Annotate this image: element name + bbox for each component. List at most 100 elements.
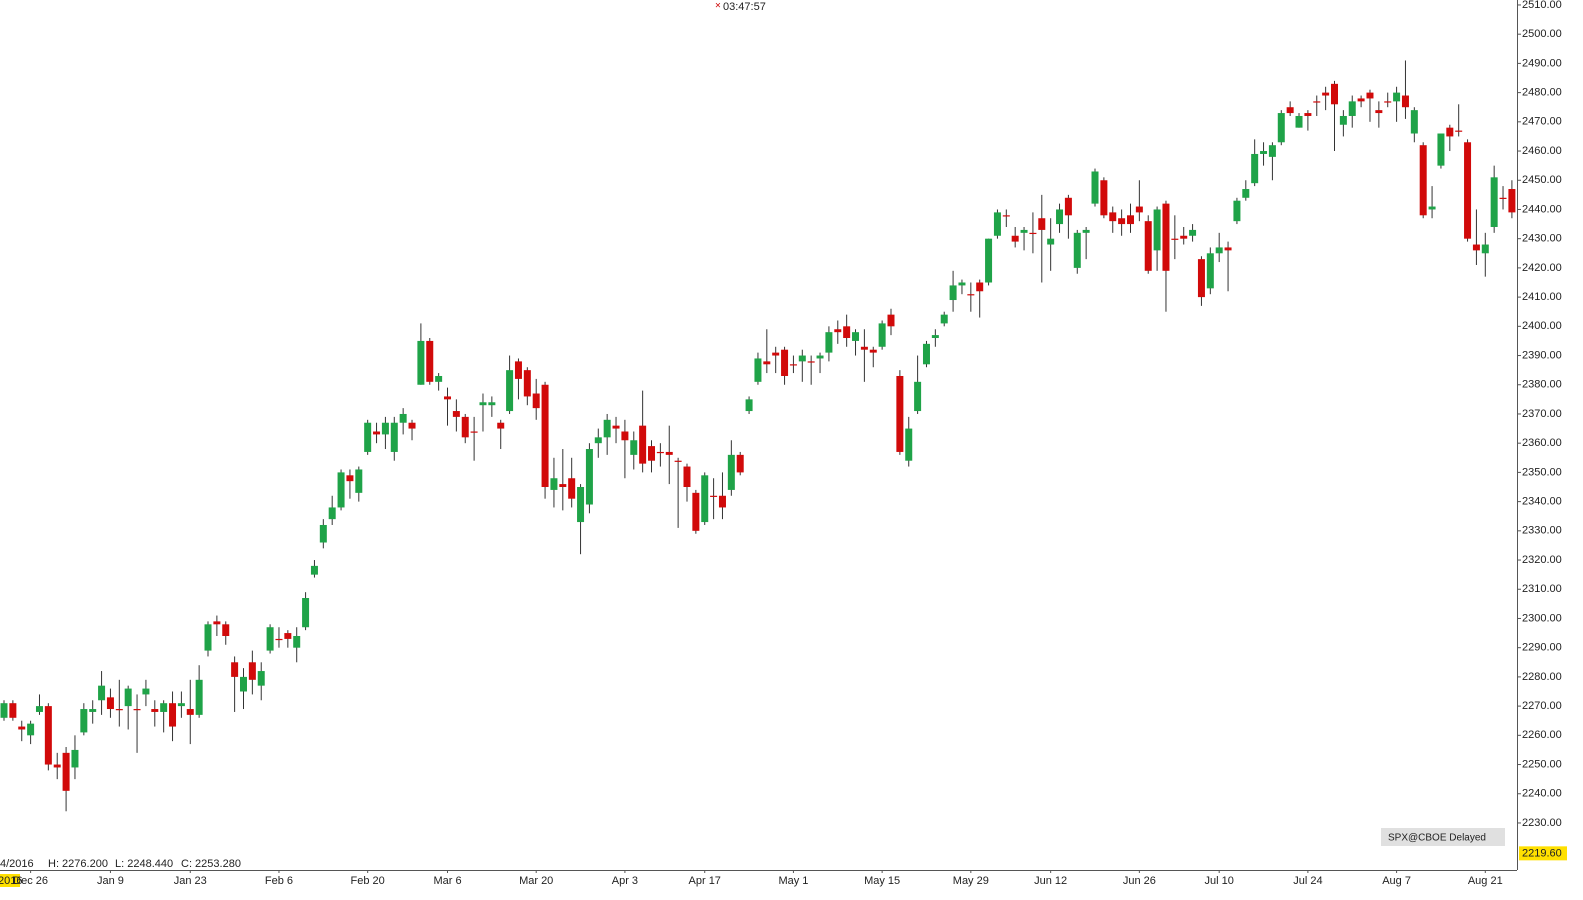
y-tick-label: 2260.00	[1522, 729, 1562, 741]
candle-body	[1472, 244, 1480, 251]
y-tick-label: 2230.00	[1522, 817, 1562, 829]
candle-body	[248, 662, 256, 680]
y-tick-label: 2420.00	[1522, 262, 1562, 274]
candle-body	[151, 709, 159, 712]
candle-body	[559, 484, 567, 488]
candle-body	[949, 285, 957, 301]
y-tick-label: 2390.00	[1522, 349, 1562, 361]
candle-body	[834, 329, 842, 333]
y-tick-label: 2320.00	[1522, 554, 1562, 566]
candle-body	[328, 507, 336, 520]
candle-body	[452, 411, 460, 417]
candle-body	[1197, 259, 1205, 298]
badge: SPX@CBOE Delayed	[1388, 833, 1486, 844]
candle-body	[1056, 209, 1064, 225]
candle-body	[204, 624, 212, 651]
candle-body	[89, 709, 97, 712]
candle-body	[266, 627, 274, 651]
x-tick-label: Dec 26	[13, 875, 48, 887]
candle-body	[914, 381, 922, 412]
candle-body	[648, 446, 656, 461]
x-tick-label: Aug 21	[1468, 875, 1503, 887]
candle-body	[1366, 92, 1374, 99]
y-tick-label: 2280.00	[1522, 671, 1562, 683]
candle-body	[1224, 247, 1232, 251]
candle-body	[1277, 113, 1285, 143]
candle-body	[1029, 232, 1037, 235]
candle-body	[585, 449, 593, 505]
candle-body	[53, 764, 61, 768]
candle-body	[816, 355, 824, 359]
candle-body	[98, 685, 106, 701]
x-tick-label: Jun 26	[1123, 875, 1156, 887]
x-tick-label: Apr 17	[689, 875, 721, 887]
candle-body	[1375, 110, 1383, 114]
candle-body	[745, 399, 753, 412]
candle-body	[1446, 127, 1454, 137]
candle-body	[71, 749, 79, 768]
candle-body	[1322, 92, 1330, 96]
y-tick-label: 2500.00	[1522, 28, 1562, 40]
candle-body	[373, 431, 381, 435]
info-low: L: 2248.440	[115, 858, 173, 870]
candle-body	[789, 364, 797, 366]
candle-body	[1091, 171, 1099, 204]
candle-body	[1242, 189, 1250, 198]
x-tick-label: May 1	[778, 875, 808, 887]
candle-body	[860, 346, 868, 350]
candle-body	[1464, 142, 1472, 239]
candle-body	[1286, 107, 1294, 114]
candle-body	[1153, 209, 1161, 251]
candle-body	[1499, 197, 1507, 199]
candle-body	[497, 422, 505, 429]
candle-body	[169, 703, 177, 727]
candle-body	[727, 454, 735, 490]
candle-body	[1268, 145, 1276, 157]
candle-body	[887, 314, 895, 327]
x-tick-label: May 15	[864, 875, 900, 887]
candle-body	[133, 709, 141, 711]
y-tick-label: 2430.00	[1522, 233, 1562, 245]
candle-body	[967, 294, 975, 296]
candle-body	[479, 402, 487, 406]
candle-body	[399, 413, 407, 423]
candle-body	[417, 340, 425, 385]
candle-body	[665, 451, 673, 455]
candle-body	[9, 703, 17, 718]
y-tick-label: 2400.00	[1522, 320, 1562, 332]
candle-body	[1437, 133, 1445, 166]
last-price-bg	[1519, 846, 1567, 861]
candle-body	[80, 709, 88, 733]
candle-body	[603, 419, 611, 438]
y-tick-label: 2410.00	[1522, 291, 1562, 303]
candle-body	[514, 361, 522, 379]
candle-body	[656, 451, 664, 454]
y-tick-label: 2450.00	[1522, 174, 1562, 186]
candle-body	[408, 422, 416, 429]
candle-body	[177, 703, 185, 707]
y-tick-label: 2490.00	[1522, 57, 1562, 69]
candle-body	[195, 679, 203, 715]
x-tick-label: Feb 6	[265, 875, 293, 887]
year-label: 2016	[0, 875, 22, 887]
badge-bg	[1381, 828, 1505, 846]
y-tick-label: 2310.00	[1522, 583, 1562, 595]
candle-body	[1126, 215, 1134, 225]
candle-body	[1384, 101, 1392, 103]
candle-body	[124, 688, 132, 707]
candle-body	[754, 358, 762, 382]
candle-body	[736, 454, 744, 473]
timer-icon: ×	[715, 1, 721, 12]
info-bar: 4/2016 H: 2276.200 L: 2248.440 C: 2253.2…	[0, 858, 241, 870]
x-tick-label: Jun 12	[1034, 875, 1067, 887]
candle-body	[293, 635, 301, 648]
candle-body	[1038, 218, 1046, 230]
candle-body	[718, 495, 726, 508]
y-tick-label: 2290.00	[1522, 642, 1562, 654]
candle-body	[798, 355, 806, 362]
candle-body	[763, 361, 771, 365]
candle-body	[674, 460, 682, 462]
candle-body	[1331, 83, 1338, 105]
candle-body	[1189, 229, 1197, 236]
candle-body	[355, 469, 363, 493]
